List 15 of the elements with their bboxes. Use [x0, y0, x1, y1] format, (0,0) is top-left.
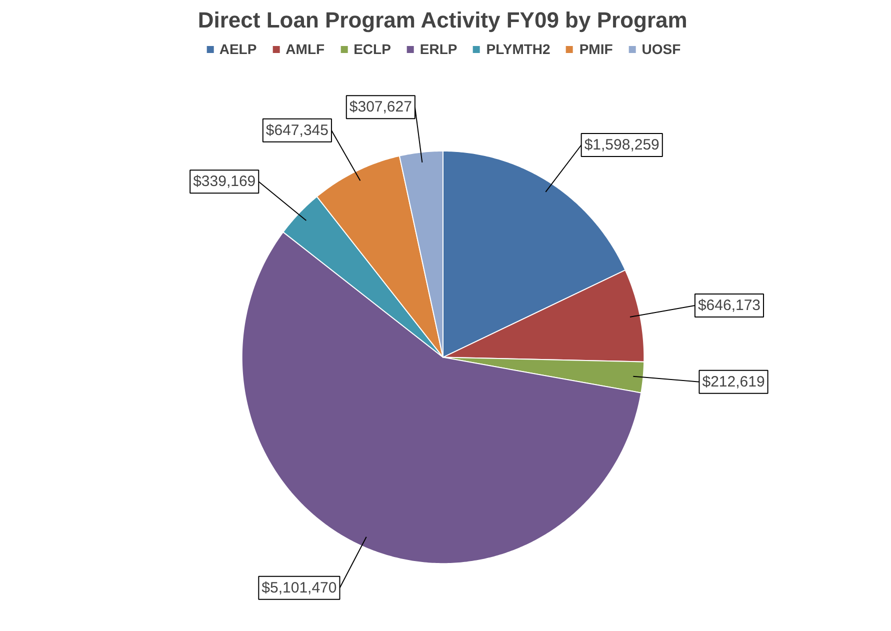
legend-label: AMLF — [286, 41, 325, 57]
legend-label: ERLP — [420, 41, 458, 57]
legend-label: UOSF — [642, 41, 681, 57]
chart-title: Direct Loan Program Activity FY09 by Program — [198, 8, 688, 32]
data-label: $646,173 — [698, 297, 761, 314]
legend-label: PLYMTH2 — [486, 41, 550, 57]
data-label: $1,598,259 — [584, 136, 660, 154]
legend-label: ECLP — [354, 41, 391, 57]
data-label: $5,101,470 — [262, 579, 337, 596]
legend-label: PMIF — [579, 41, 613, 57]
data-label: $339,169 — [193, 173, 256, 190]
data-label: $307,627 — [349, 98, 412, 116]
legend-label: AELP — [219, 41, 257, 57]
data-label: $647,345 — [266, 122, 328, 139]
data-label: $212,619 — [702, 373, 765, 390]
